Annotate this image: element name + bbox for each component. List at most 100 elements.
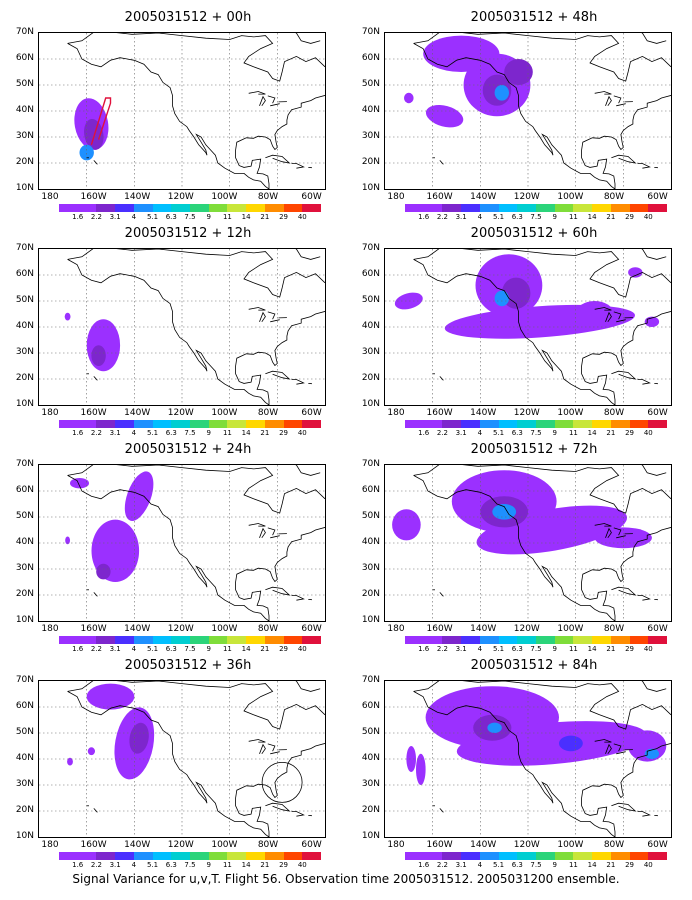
longitude-label: 120W	[513, 624, 540, 634]
map-svg	[385, 249, 671, 405]
colorbar-swatch	[302, 204, 322, 212]
colorbar-swatch	[554, 420, 574, 428]
colorbar-label: 11	[222, 861, 232, 869]
coastline	[248, 523, 266, 527]
colorbar-swatch	[592, 852, 611, 860]
colorbar-label: 9	[206, 213, 211, 221]
coastline	[93, 808, 98, 813]
colorbar-swatch	[208, 204, 228, 212]
colorbar-swatch	[423, 420, 443, 428]
colorbar-label: 14	[241, 861, 251, 869]
latitude-label: 50N	[361, 79, 380, 89]
colorbar-label: 4	[131, 429, 137, 437]
colorbar-label: 6.3	[511, 645, 523, 653]
coastline	[605, 527, 612, 539]
colorbar-swatch	[264, 204, 284, 212]
coastline	[616, 535, 626, 539]
signal-variance-area	[79, 144, 94, 161]
colorbar-swatch	[302, 852, 322, 860]
coastline	[265, 154, 291, 164]
map-svg	[385, 33, 671, 189]
signal-variance-area	[124, 471, 154, 521]
longitude-label: 60W	[647, 192, 668, 202]
coastline	[93, 160, 98, 165]
colorbar-swatch	[171, 852, 191, 860]
latitude-label: 10N	[15, 615, 34, 625]
longitude-label: 60W	[647, 624, 668, 634]
colorbar-swatch	[302, 636, 322, 644]
signal-variance-area	[65, 536, 70, 545]
colorbar-label: 29	[279, 213, 289, 221]
latitude-label: 70N	[361, 243, 380, 253]
longitude-label: 180	[41, 192, 59, 202]
colorbar-swatch	[573, 852, 593, 860]
colorbar-swatch	[171, 636, 191, 644]
longitude-label: 160W	[426, 192, 453, 202]
longitude-label: 60W	[647, 840, 668, 850]
longitude-label: 100W	[211, 408, 238, 418]
coastline	[581, 95, 671, 189]
colorbar-swatch	[648, 204, 668, 212]
latitude-label: 30N	[15, 779, 34, 789]
colorbar	[405, 420, 668, 428]
colorbar-swatch	[498, 852, 518, 860]
longitude-label: 80W	[257, 624, 279, 634]
coastline	[594, 739, 612, 743]
colorbar-label: 9	[552, 645, 557, 653]
latitude-label: 30N	[361, 563, 380, 573]
latitude-label: 70N	[15, 459, 34, 469]
colorbar-swatch	[442, 636, 462, 644]
coastline	[291, 163, 305, 169]
coastline	[613, 95, 622, 104]
colorbar-swatch	[264, 420, 284, 428]
longitude-label: 180	[41, 840, 59, 850]
coastline	[67, 691, 270, 837]
coastline	[67, 475, 270, 621]
colorbar	[405, 852, 668, 860]
colorbar-swatch	[461, 636, 480, 644]
colorbar-swatch	[77, 636, 97, 644]
longitude-label: 140W	[470, 192, 497, 202]
coastline	[67, 43, 270, 189]
latitude-label: 60N	[361, 701, 380, 711]
latitude-label: 70N	[15, 243, 34, 253]
colorbar-swatch	[152, 420, 172, 428]
latitude-label: 50N	[15, 79, 34, 89]
colorbar-label: 5.1	[492, 429, 505, 437]
colorbar-swatch	[648, 852, 668, 860]
colorbar-label: 21	[606, 645, 616, 653]
coastline	[616, 103, 626, 107]
coastline	[613, 311, 622, 320]
coastline	[413, 249, 671, 298]
coastline	[613, 527, 622, 536]
map-frame	[384, 248, 672, 406]
colorbar-label: 11	[568, 213, 578, 221]
colorbar-label: 4	[477, 861, 483, 869]
colorbar-swatch	[190, 204, 209, 212]
colorbar-swatch	[133, 852, 153, 860]
colorbar-label: 5.1	[146, 213, 159, 221]
colorbar-label: 2.2	[436, 429, 448, 437]
colorbar-swatch	[96, 852, 116, 860]
latitude-label: 20N	[361, 157, 380, 167]
colorbar-swatch	[610, 852, 630, 860]
colorbar-label: 6.3	[511, 861, 523, 869]
colorbar-label: 9	[206, 429, 211, 437]
colorbar-swatch	[405, 852, 424, 860]
colorbar-label: 7.5	[184, 429, 196, 437]
latitude-label: 50N	[15, 511, 34, 521]
colorbar-swatch	[405, 420, 424, 428]
coastline	[637, 811, 651, 817]
colorbar-swatch	[498, 204, 518, 212]
colorbar-label: 2.2	[90, 645, 102, 653]
colorbar-swatch	[115, 852, 134, 860]
map-panel: 2005031512 + 60h 70N 60N 50N 40N 30N 20N 10N 180…	[350, 220, 690, 437]
latitude-label: 50N	[361, 727, 380, 737]
colorbar-swatch	[479, 420, 499, 428]
colorbar	[405, 204, 668, 212]
colorbar-label: 40	[643, 861, 653, 869]
coastline	[267, 95, 276, 104]
coastline	[439, 376, 444, 381]
coastline	[594, 523, 612, 527]
coastline	[267, 527, 276, 536]
